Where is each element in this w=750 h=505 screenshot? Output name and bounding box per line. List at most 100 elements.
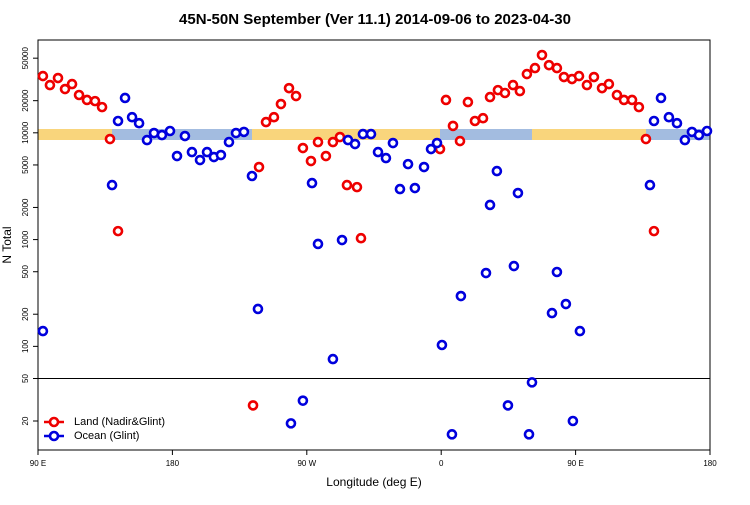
point — [484, 199, 496, 211]
point — [633, 101, 645, 113]
legend-label: Land (Nadir&Glint) — [74, 416, 165, 428]
point — [126, 111, 138, 123]
point — [312, 238, 324, 250]
x-tick-label: 180 — [166, 459, 180, 468]
point — [112, 225, 124, 237]
point — [484, 91, 496, 103]
x-tick-label: 90 W — [297, 459, 316, 468]
point — [372, 146, 384, 158]
point — [380, 152, 392, 164]
point — [59, 83, 71, 95]
point — [106, 179, 118, 191]
point — [558, 71, 570, 83]
point — [573, 70, 585, 82]
point — [37, 70, 49, 82]
point — [640, 133, 652, 145]
point — [521, 68, 533, 80]
point — [560, 298, 572, 310]
y-tick-label: 5000 — [21, 156, 30, 174]
point — [355, 232, 367, 244]
y-tick-label: 20000 — [21, 89, 30, 112]
point — [480, 267, 492, 279]
point — [37, 325, 49, 337]
point — [349, 138, 361, 150]
point — [502, 400, 514, 411]
point — [626, 94, 638, 106]
y-tick-label: 20 — [21, 416, 30, 425]
point — [164, 125, 176, 137]
point — [526, 377, 538, 388]
point — [247, 400, 259, 411]
point — [409, 182, 421, 194]
point — [574, 325, 586, 337]
point — [701, 125, 713, 137]
y-axis-label: N Total — [0, 226, 14, 263]
y-tick-label: 200 — [21, 307, 30, 321]
point — [179, 130, 191, 142]
point — [112, 115, 124, 127]
point — [351, 181, 363, 193]
point — [514, 85, 526, 97]
point — [297, 395, 309, 406]
point — [546, 307, 558, 319]
point — [529, 62, 541, 74]
point — [462, 96, 474, 108]
point — [387, 137, 399, 149]
y-tick-label: 2000 — [21, 198, 30, 216]
x-tick-label: 0 — [439, 459, 444, 468]
legend-label: Ocean (Glint) — [74, 430, 139, 442]
point — [588, 71, 600, 83]
point — [186, 146, 198, 158]
point — [260, 116, 272, 128]
point — [238, 126, 250, 138]
point — [663, 111, 675, 123]
point — [320, 150, 332, 162]
point — [81, 94, 93, 106]
point — [66, 78, 78, 90]
point — [305, 155, 317, 167]
point — [648, 225, 660, 237]
point — [418, 161, 430, 173]
chart-title: 45N-50N September (Ver 11.1) 2014-09-06 … — [179, 11, 571, 28]
point — [275, 98, 287, 110]
point — [611, 89, 623, 101]
x-tick-label: 90 E — [567, 459, 583, 468]
point — [283, 82, 295, 94]
point — [454, 135, 466, 147]
point — [223, 136, 235, 148]
point — [551, 266, 563, 278]
y-tick-label: 500 — [21, 265, 30, 279]
point — [581, 79, 593, 91]
point — [341, 179, 353, 191]
point — [268, 111, 280, 123]
point — [693, 129, 705, 141]
point — [312, 136, 324, 148]
point — [567, 415, 579, 427]
point — [523, 429, 535, 440]
point — [365, 128, 377, 140]
point — [119, 92, 131, 104]
point — [96, 101, 108, 113]
x-tick-label: 180 — [703, 459, 717, 468]
point — [655, 92, 667, 104]
point — [44, 79, 56, 91]
point — [551, 62, 563, 74]
point — [507, 79, 519, 91]
y-tick-label: 1000 — [21, 230, 30, 248]
point — [648, 115, 660, 127]
point — [73, 89, 85, 101]
point — [436, 339, 448, 351]
point — [536, 49, 548, 61]
point — [336, 234, 348, 246]
point — [52, 72, 64, 84]
point — [252, 303, 264, 315]
legend-swatch — [48, 416, 60, 428]
y-tick-label: 100 — [21, 339, 30, 353]
point — [431, 137, 443, 149]
plot-frame — [37, 39, 711, 451]
point — [446, 429, 458, 440]
point — [425, 143, 437, 155]
point — [194, 154, 206, 166]
point — [671, 117, 683, 129]
